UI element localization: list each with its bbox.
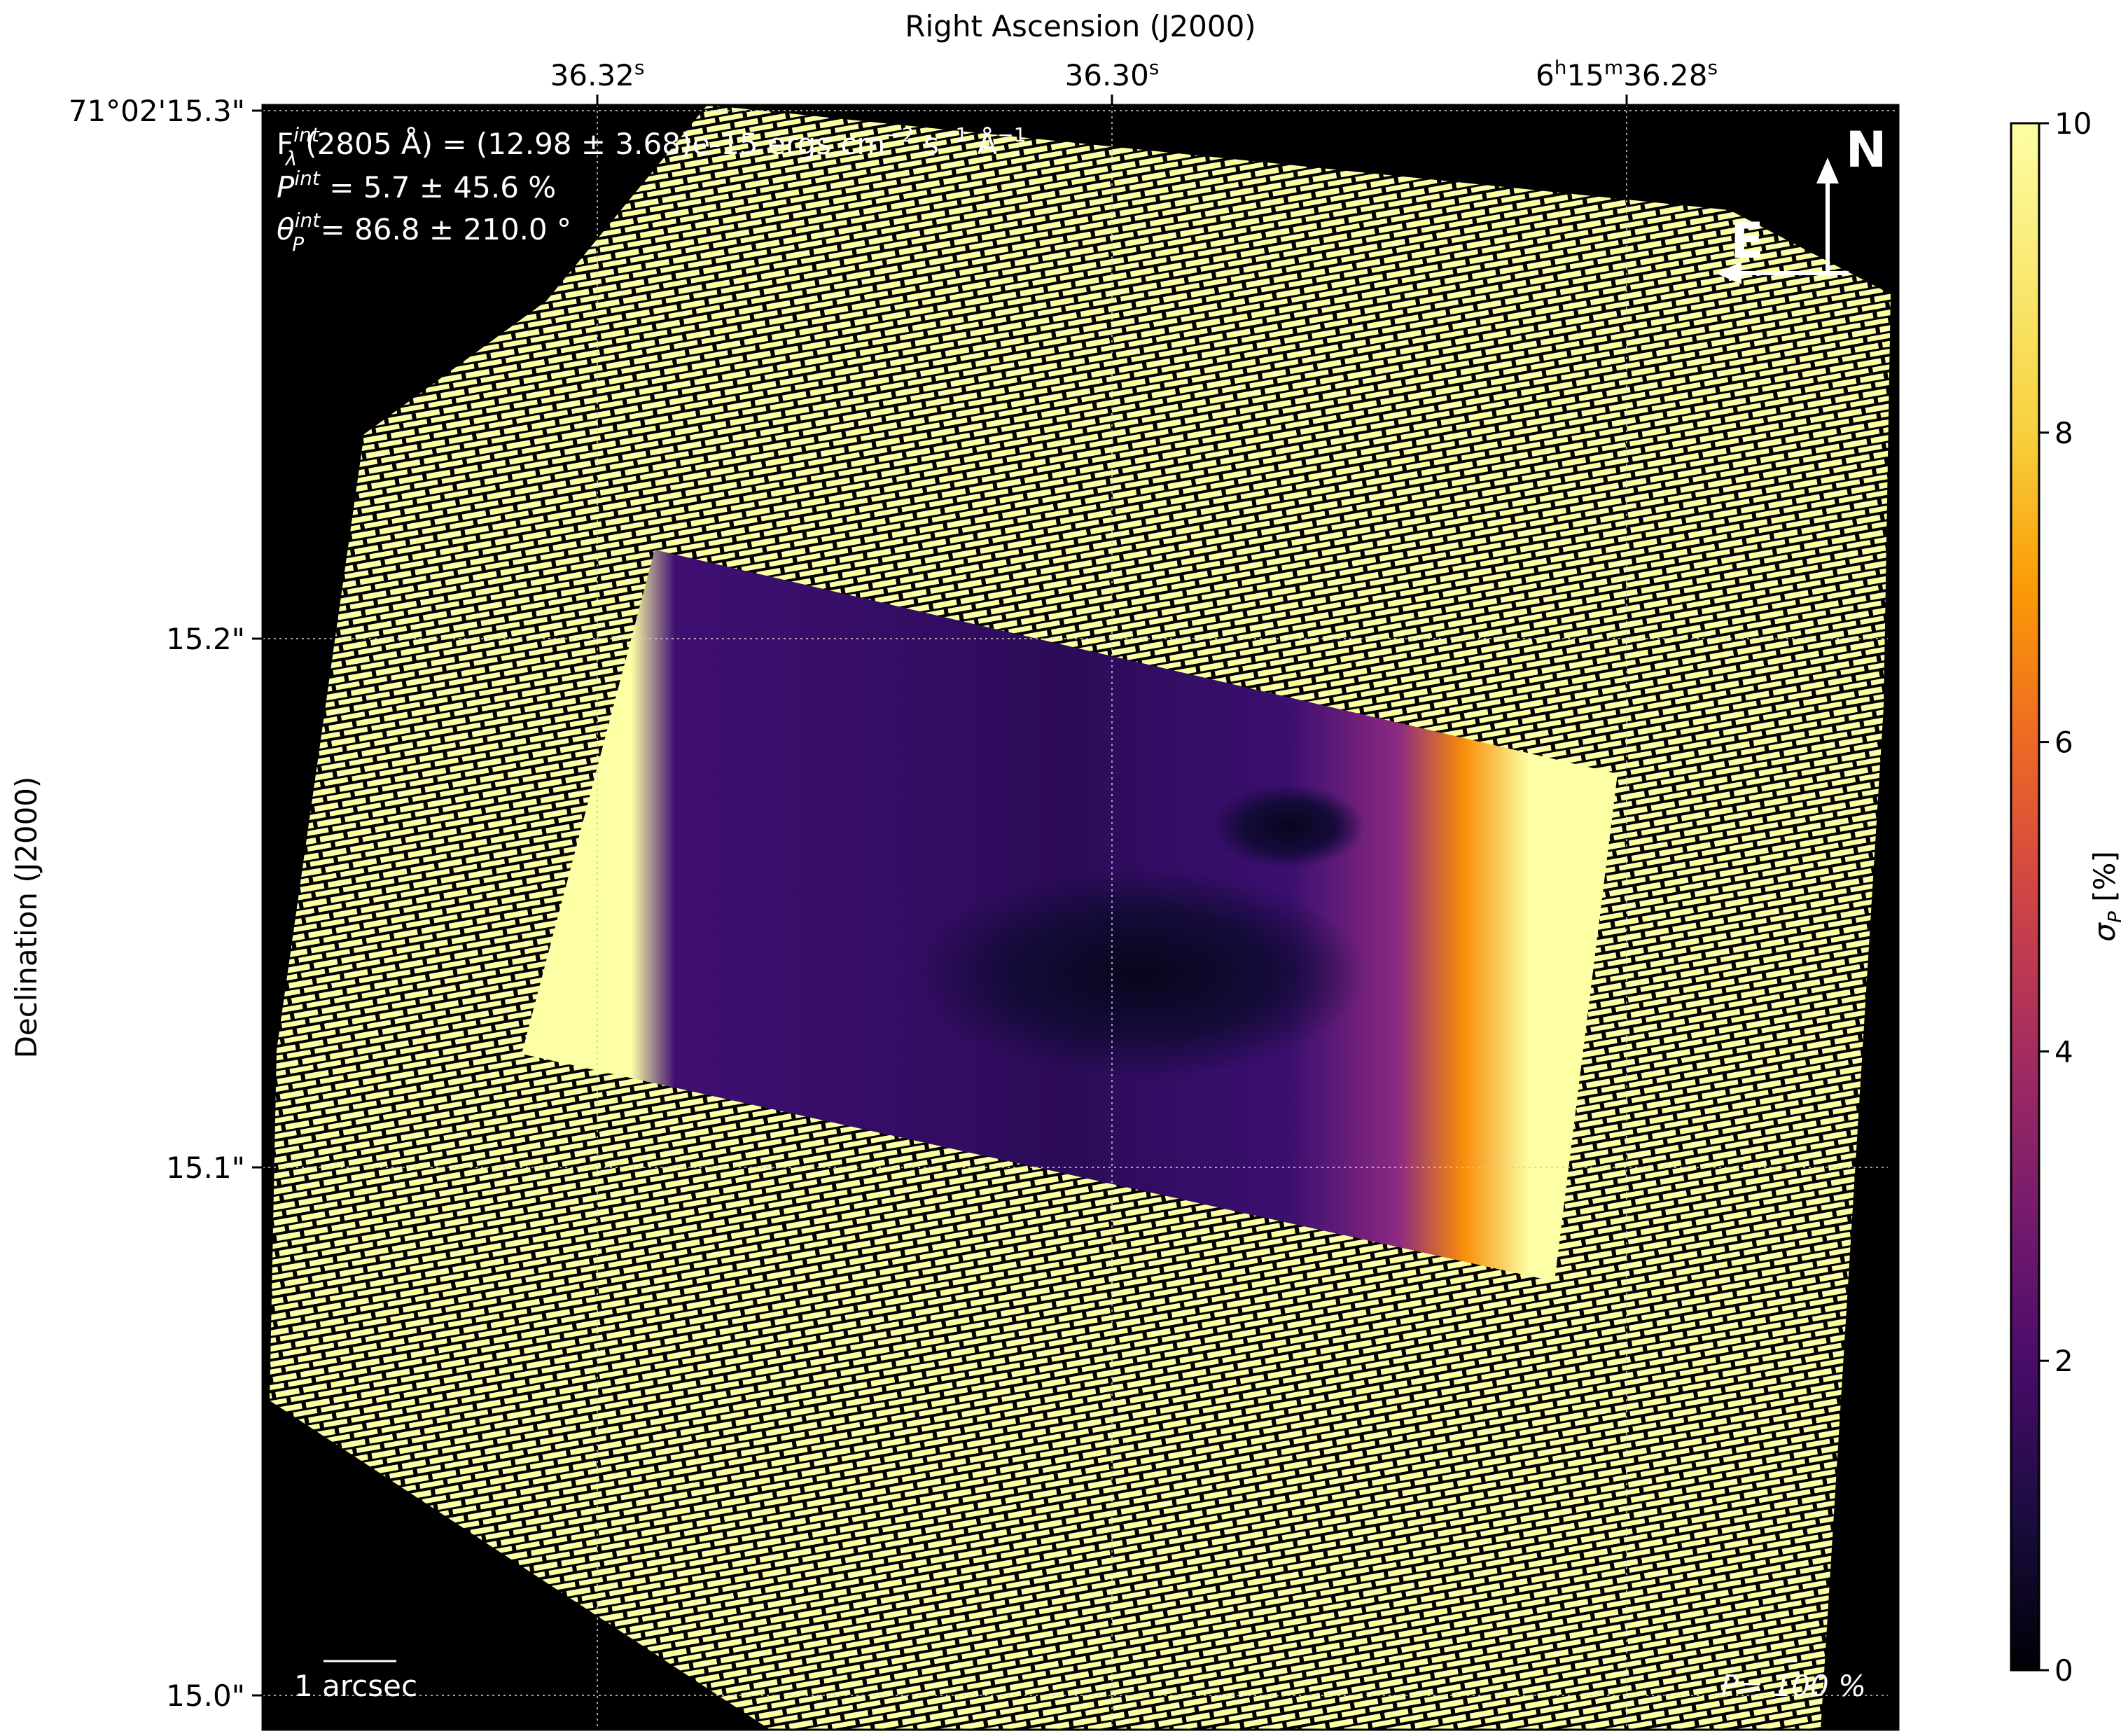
colorbar: 0 2 4 6 8 10 σP [%] [2010, 106, 2121, 1688]
colorbar-gradient [2010, 122, 2040, 1672]
y-tick-label-2: 15.2" [166, 622, 245, 656]
scale-bar-label: 1 arcsec [294, 1669, 417, 1703]
colorbar-tick-label-1: 2 [2054, 1344, 2073, 1378]
compass-north-label: N [1846, 121, 1887, 179]
compass [1716, 158, 1849, 284]
polarization-annotation: Pint = 5.7 ± 45.6 % [277, 167, 556, 204]
ticks [252, 95, 1898, 1697]
colorbar-tick-label-3: 6 [2054, 725, 2073, 760]
low-uncertainty-knot [1211, 784, 1365, 868]
x-axis-label: Right Ascension (J2000) [905, 9, 1256, 43]
y-axis-label: Declination (J2000) [9, 777, 43, 1059]
colorbar-tick-label-2: 4 [2054, 1034, 2073, 1069]
low-uncertainty-core [917, 868, 1365, 1078]
colorbar-tick-label-4: 8 [2054, 416, 2073, 450]
y-tick-label-3: 15.1" [166, 1151, 245, 1185]
colorbar-tick-label-0: 0 [2054, 1653, 2073, 1688]
east-arrowhead [1716, 262, 1741, 284]
north-arrowhead [1816, 158, 1839, 183]
x-tick-label-2: 36.30s [1065, 56, 1160, 92]
grid [263, 105, 1898, 1730]
colorbar-ticks: 0 2 4 6 8 10 [2039, 106, 2092, 1688]
plot-area [252, 95, 1900, 1731]
colorbar-label: σP [%] [2087, 851, 2121, 942]
y-tick-label-1: 71°02'15.3" [69, 94, 245, 128]
flux-annotation: Fint λ (2805 Å) = (12.98 ± 3.68)e-15 ergs … [277, 123, 1027, 170]
x-tick-label-3: 6h15m36.28s [1536, 56, 1718, 92]
angle-annotation: θint P = 86.8 ± 210.0 ° [277, 209, 571, 256]
colorbar-tick-label-5: 10 [2054, 106, 2092, 141]
pol-reference-label: P= 100 % [1721, 1669, 1866, 1703]
y-tick-label-4: 15.0" [166, 1679, 245, 1713]
compass-east-label: E [1730, 212, 1764, 270]
x-tick-label-1: 36.32s [550, 56, 645, 92]
plot-frame [261, 104, 1900, 1731]
